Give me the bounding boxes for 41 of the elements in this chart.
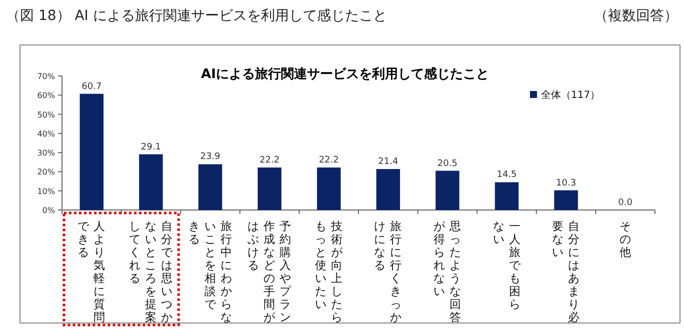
bar <box>376 169 400 210</box>
y-tick-label: 20% <box>37 168 56 177</box>
bar <box>316 168 341 210</box>
text: 10.3 <box>556 178 576 188</box>
text: 22.2 <box>260 156 280 166</box>
legend-label: 全体（117） <box>541 89 600 101</box>
y-tick-label: 0% <box>42 206 56 215</box>
y-tick-label: 10% <box>37 186 56 196</box>
x-tick-label: その他 <box>618 220 632 261</box>
x-tick-label: 自分にはあまり必要ない <box>551 220 582 324</box>
x-tick-label: 技術が向上したらもっと使いたい <box>314 220 344 324</box>
bar <box>80 94 104 210</box>
text: （複数回答） <box>594 8 678 24</box>
x-tick-label: 一人旅でも困らない <box>492 220 522 313</box>
x-tick-label: 自分では思いつかないところを提案してくれる <box>128 220 174 324</box>
bar <box>494 182 519 210</box>
bar <box>554 190 578 210</box>
x-tick-label: 人より気軽に質問できる <box>76 220 107 324</box>
text: 20.5 <box>437 158 458 169</box>
y-tick-label: 50% <box>37 110 56 120</box>
text: 22.2 <box>318 156 339 166</box>
x-tick-label: 思ったような回答が得られない <box>432 220 462 324</box>
bar <box>436 170 460 210</box>
y-tick-label: 70% <box>37 72 56 81</box>
text: 29.1 <box>140 142 161 152</box>
x-tick-label: 旅行に行くきっかけになる <box>373 220 404 324</box>
text: 14.5 <box>496 170 517 180</box>
text: 23.9 <box>200 152 220 162</box>
bar <box>139 154 163 210</box>
y-tick-label: 60% <box>37 91 56 100</box>
y-tick-label: 40% <box>37 129 56 138</box>
y-tick-label: 30% <box>37 148 56 158</box>
x-tick-label: 旅行中にわからないことを相談できる <box>187 220 234 324</box>
chart-title: AIによる旅行関連サービスを利用して感じたこと <box>201 66 489 82</box>
text: 60.7 <box>82 82 102 92</box>
text: 0.0 <box>618 198 633 208</box>
bar <box>198 164 222 210</box>
bar <box>258 168 282 210</box>
text: 21.4 <box>378 157 398 168</box>
chart-subtitle: （図 18） AI による旅行関連サービスを利用して感じたこと <box>6 8 387 24</box>
x-tick-label: 予約購入やプラン作成などの手間がはぶける <box>246 220 293 324</box>
